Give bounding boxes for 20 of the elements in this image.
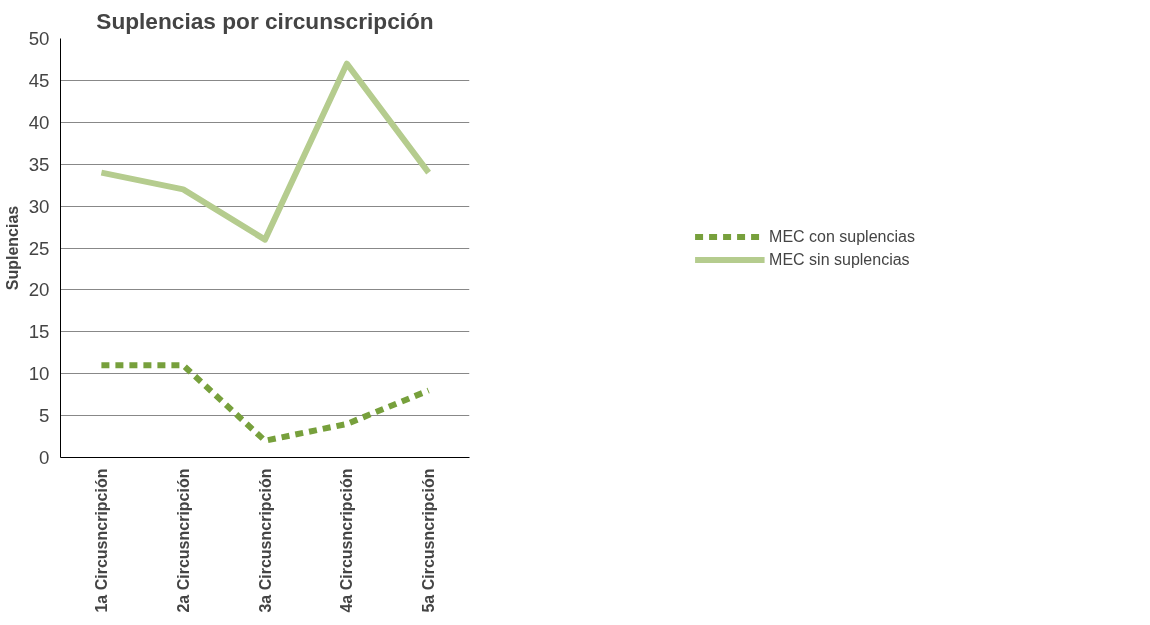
y-tick-label: 50 [28, 28, 50, 49]
y-tick-label: 40 [28, 111, 50, 133]
legend-label: MEC sin suplencias [769, 250, 910, 268]
y-tick-label: 0 [39, 447, 50, 468]
y-tick-label: 15 [28, 321, 50, 343]
y-tick-label: 25 [28, 237, 50, 259]
y-tick-label: 45 [28, 69, 50, 91]
x-tick-label: 3a Circusncripción [256, 468, 274, 613]
legend-label: MEC con suplencias [769, 227, 915, 245]
y-axis-title: Suplencias [3, 205, 21, 291]
y-tick-label: 20 [28, 279, 50, 301]
chart-title: Suplencias por circunscripción [96, 7, 434, 34]
x-tick-label: 4a Circusncripción [338, 468, 356, 613]
x-tick-label: 1a Circusncripción [92, 468, 110, 613]
x-tick-label: 2a Circusncripción [174, 468, 192, 613]
y-tick-label: 35 [28, 153, 50, 175]
x-tick-label: 5a Circusncripción [420, 468, 438, 613]
y-tick-label: 10 [28, 363, 50, 385]
y-tick-label: 30 [28, 195, 50, 217]
y-tick-label: 5 [39, 405, 50, 427]
